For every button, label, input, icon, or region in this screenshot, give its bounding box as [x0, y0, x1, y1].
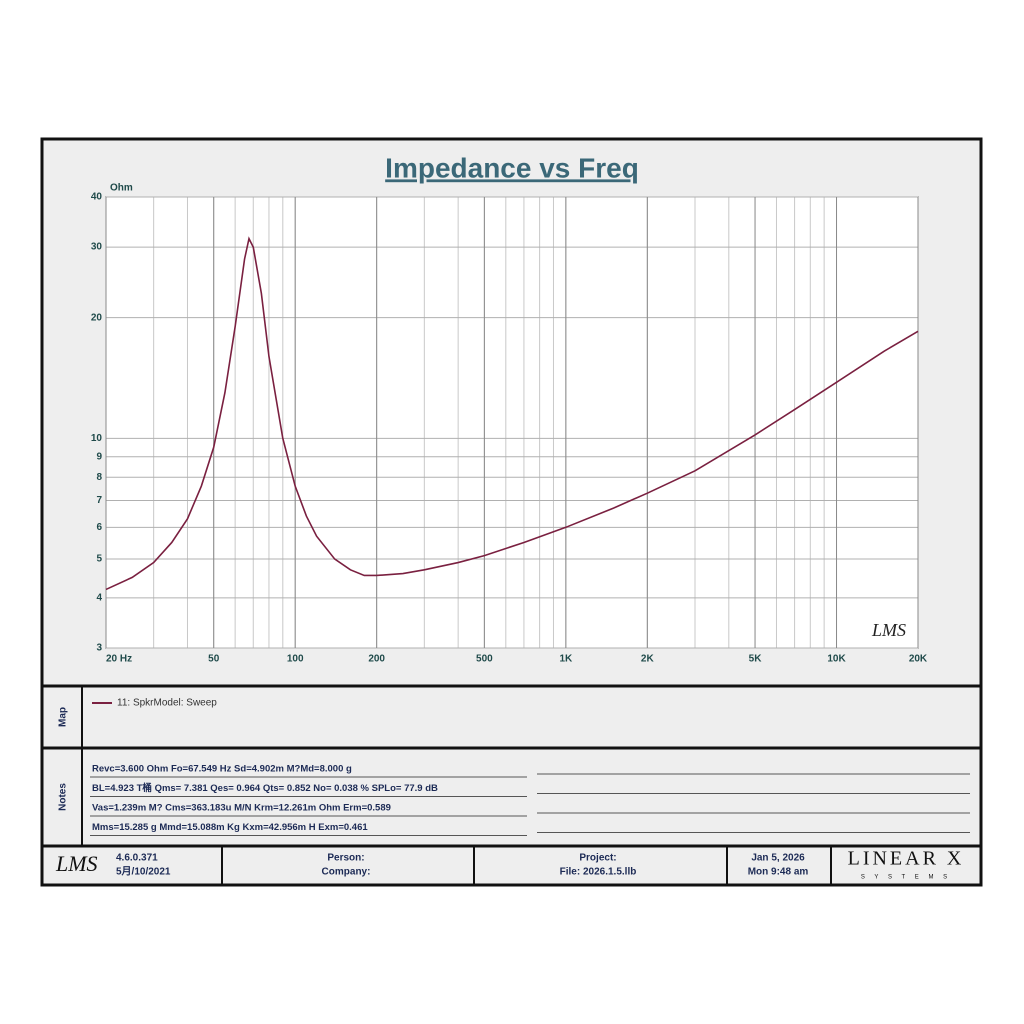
x-tick-label: 10K: [827, 654, 846, 665]
y-tick-label: 7: [96, 495, 102, 506]
version: 4.6.0.371: [116, 853, 158, 864]
lms-annotation: LMS: [871, 620, 906, 640]
x-tick-label: 2K: [641, 654, 655, 665]
x-tick-label: 500: [476, 654, 493, 665]
y-tick-label: 20: [91, 312, 103, 323]
legend-label: 11: SpkrModel: Sweep: [117, 698, 217, 709]
company: Company:: [322, 867, 371, 878]
project: Project:: [579, 853, 616, 864]
x-tick-label: 100: [287, 654, 304, 665]
x-tick-label: 50: [208, 654, 220, 665]
impedance-line: [105, 236, 919, 591]
x-tick-label: 200: [368, 654, 385, 665]
y-tick-label: 8: [96, 472, 102, 483]
x-tick-label: 20 Hz: [106, 654, 132, 665]
y-tick-label: 6: [96, 522, 102, 533]
build-date: 5月/10/2021: [116, 866, 171, 878]
y-tick-label: 9: [96, 451, 102, 462]
date: Jan 5, 2026: [751, 853, 805, 864]
footer-logo: LMS: [55, 851, 98, 876]
y-tick-label: 5: [96, 554, 102, 565]
map-label: Map: [58, 707, 69, 727]
note-line: BL=4.923 T桶 Qms= 7.381 Qes= 0.964 Qts= 0…: [92, 782, 438, 794]
file: File: 2026.1.5.llb: [560, 867, 637, 878]
notes-label: Notes: [58, 783, 69, 811]
y-tick-label: 4: [96, 593, 102, 604]
footer: LMS 4.6.0.371 5月/10/2021 Person: Company…: [55, 846, 965, 885]
chart-title: Impedance vs Freq: [385, 152, 639, 183]
person: Person:: [327, 853, 364, 864]
note-line: Vas=1.239m M? Cms=363.183u M/N Krm=12.26…: [92, 803, 391, 814]
time: Mon 9:48 am: [748, 867, 809, 878]
brand: LINEAR X: [848, 848, 965, 870]
y-tick-label: 3: [96, 643, 102, 654]
y-tick-label: 10: [91, 433, 103, 444]
x-tick-label: 1K: [559, 654, 573, 665]
x-tick-label: 20K: [909, 654, 928, 665]
y-axis-label: Ohm: [110, 183, 133, 194]
note-line: Revc=3.600 Ohm Fo=67.549 Hz Sd=4.902m M?…: [92, 764, 352, 775]
y-tick-label: 30: [91, 242, 103, 253]
y-tick-label: 40: [91, 192, 103, 203]
note-line: Mms=15.285 g Mmd=15.088m Kg Kxm=42.956m …: [92, 822, 368, 833]
plot-area: [105, 196, 919, 649]
brand-sub: S Y S T E M S: [861, 875, 951, 881]
x-tick-label: 5K: [749, 654, 763, 665]
